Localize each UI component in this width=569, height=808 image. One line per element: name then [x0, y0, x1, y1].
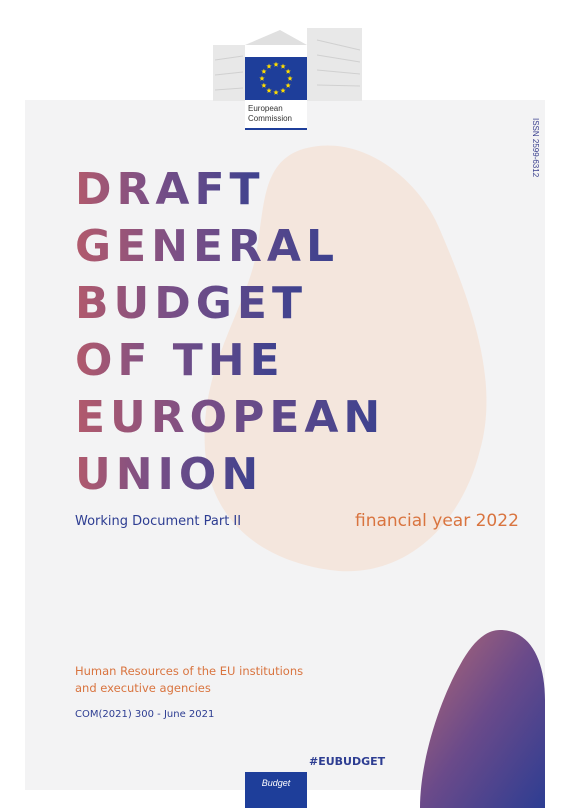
star — [259, 75, 265, 81]
star — [285, 68, 291, 74]
subtitle: Working Document Part II — [75, 514, 242, 529]
issn: ISSN 2599-6312 — [531, 118, 540, 178]
logo-text: Commission — [248, 114, 292, 123]
title-line: OF THE — [75, 335, 285, 386]
star — [273, 61, 279, 67]
peach-blob — [204, 145, 487, 572]
logo-lines — [214, 39, 361, 91]
topic: Human Resources of the EU institutions a… — [75, 663, 303, 697]
title-line: DRAFT — [75, 164, 265, 215]
topic-line: Human Resources of the EU institutions — [75, 664, 304, 678]
star — [287, 75, 293, 81]
budget-tab-label: Budget — [262, 778, 291, 788]
star — [280, 87, 286, 93]
star — [261, 82, 267, 88]
title-line: EUROPEAN — [75, 392, 386, 443]
topic-line: and executive agencies — [75, 681, 211, 695]
star — [280, 63, 286, 69]
star — [266, 63, 272, 69]
logo-text: European — [248, 104, 283, 113]
star — [285, 82, 291, 88]
star — [273, 89, 279, 95]
star — [261, 68, 267, 74]
budget-tab — [245, 772, 307, 808]
reference: COM(2021) 300 - June 2021 — [75, 709, 215, 720]
logo-building — [307, 28, 362, 101]
star — [266, 87, 272, 93]
title-line: BUDGET — [75, 278, 307, 329]
title-line: UNION — [75, 449, 264, 500]
hashtag: #EUBUDGET — [309, 755, 386, 768]
year: financial year 2022 — [355, 511, 519, 531]
title-line: GENERAL — [75, 221, 340, 272]
purple-blob — [420, 630, 545, 808]
eu-stars — [259, 61, 293, 95]
logo-label-box — [245, 100, 307, 130]
logo-building — [245, 30, 307, 45]
